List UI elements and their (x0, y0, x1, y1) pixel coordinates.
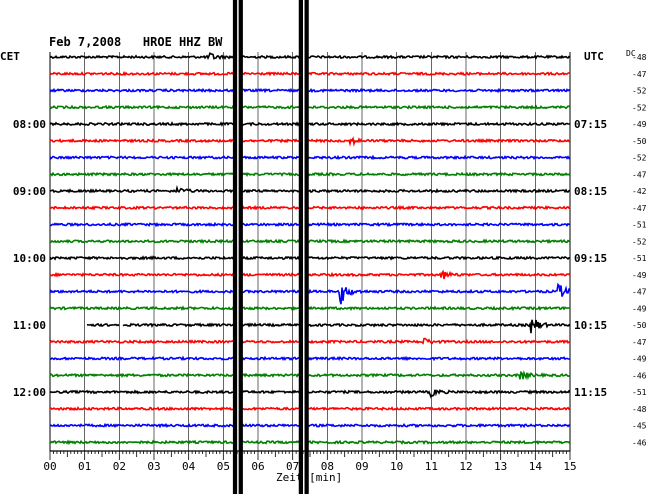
x-tick-label: 13 (494, 460, 507, 473)
dc-offset-label: -52 (632, 154, 647, 163)
x-tick-label: 06 (251, 460, 264, 473)
dc-offset-label: -49 (632, 304, 647, 313)
dc-offset-label: -47 (632, 288, 647, 297)
trace-line (50, 221, 570, 228)
trace-line (87, 319, 571, 334)
disturbance-group (232, 0, 309, 494)
x-axis: 00 01 02 03 04 05 06 07 08 09 10 11 12 13 14 15 (43, 450, 577, 473)
left-time-label: 09:00 (13, 185, 46, 198)
x-tick-label: 00 (43, 460, 56, 473)
dc-offset-label: -51 (632, 388, 647, 397)
trace-line (49, 51, 571, 61)
dc-offset-label: -47 (632, 170, 647, 179)
dc-offset-label: -51 (632, 221, 647, 230)
x-tick-label: 10 (390, 460, 403, 473)
trace-line (49, 282, 571, 305)
trace-line (49, 369, 571, 381)
dc-title: DC (626, 49, 636, 58)
trace-line (49, 305, 571, 312)
trace-line (49, 136, 571, 147)
dc-offset-label: -45 (632, 422, 647, 431)
x-axis-label: Zeit [min] (276, 471, 342, 484)
trace-line (49, 422, 571, 429)
x-tick-label: 05 (217, 460, 230, 473)
x-tick-label: 03 (147, 460, 160, 473)
dc-offset-label: -47 (632, 70, 647, 79)
trace-line (49, 104, 571, 110)
x-tick-label: 04 (182, 460, 196, 473)
trace-line (49, 171, 571, 178)
right-time-label: 08:15 (574, 185, 607, 198)
trace-line (49, 87, 571, 94)
right-axis-title: UTC (584, 50, 604, 63)
trace-line (49, 355, 571, 362)
label-group: 08:00 09:00 10:00 11:00 12:00 07:15 08:15 09:15… (13, 53, 647, 447)
left-axis-title: CET (0, 50, 20, 63)
x-tick-label: 11 (425, 460, 438, 473)
trace-group (49, 51, 571, 446)
right-time-label: 11:15 (574, 386, 607, 399)
left-time-label: 11:00 (13, 319, 46, 332)
trace-line (49, 121, 571, 127)
dc-offset-label: -50 (632, 137, 647, 146)
right-time-label: 09:15 (574, 252, 607, 265)
x-tick-label: 02 (113, 460, 126, 473)
dc-offset-label: -49 (632, 271, 647, 280)
dc-offset-label: -49 (632, 355, 647, 364)
x-tick-label: 12 (459, 460, 472, 473)
trace-line (49, 337, 570, 345)
dc-offset-label: -52 (632, 103, 647, 112)
trace-line (49, 388, 571, 399)
left-time-label: 10:00 (13, 252, 46, 265)
trace-line (49, 70, 570, 77)
grid-lines (49, 52, 571, 451)
trace-line (49, 184, 571, 194)
x-tick-label: 09 (355, 460, 368, 473)
dc-offset-label: -51 (632, 254, 647, 263)
dc-offset-label: -48 (632, 53, 647, 62)
dc-offset-label: -48 (632, 405, 647, 414)
x-tick-label: 07 (286, 460, 299, 473)
dc-offset-label: -49 (632, 120, 647, 129)
x-tick-label: 15 (563, 460, 576, 473)
trace-line (49, 154, 571, 161)
trace-line (49, 238, 571, 245)
left-time-label: 12:00 (13, 386, 46, 399)
trace-line (49, 269, 571, 280)
dc-offset-label: -47 (632, 338, 647, 347)
dc-offset-label: -46 (632, 371, 647, 380)
right-time-label: 07:15 (574, 118, 607, 131)
x-tick-label: 14 (529, 460, 543, 473)
right-time-label: 10:15 (574, 319, 607, 332)
trace-line (49, 439, 571, 446)
trace-line (49, 204, 571, 211)
trace-line (49, 255, 570, 261)
dc-offset-label: -50 (632, 321, 647, 330)
left-time-label: 08:00 (13, 118, 46, 131)
chart-title: Feb 7,2008 HROE HHZ BW (49, 35, 223, 49)
trace-line (49, 406, 571, 412)
x-tick-label: 01 (78, 460, 91, 473)
dc-offset-label: -47 (632, 204, 647, 213)
x-tick-label: 08 (321, 460, 334, 473)
dc-offset-label: -52 (632, 237, 647, 246)
dc-offset-label: -42 (632, 187, 647, 196)
dc-offset-label: -46 (632, 438, 647, 447)
dc-offset-label: -52 (632, 87, 647, 96)
